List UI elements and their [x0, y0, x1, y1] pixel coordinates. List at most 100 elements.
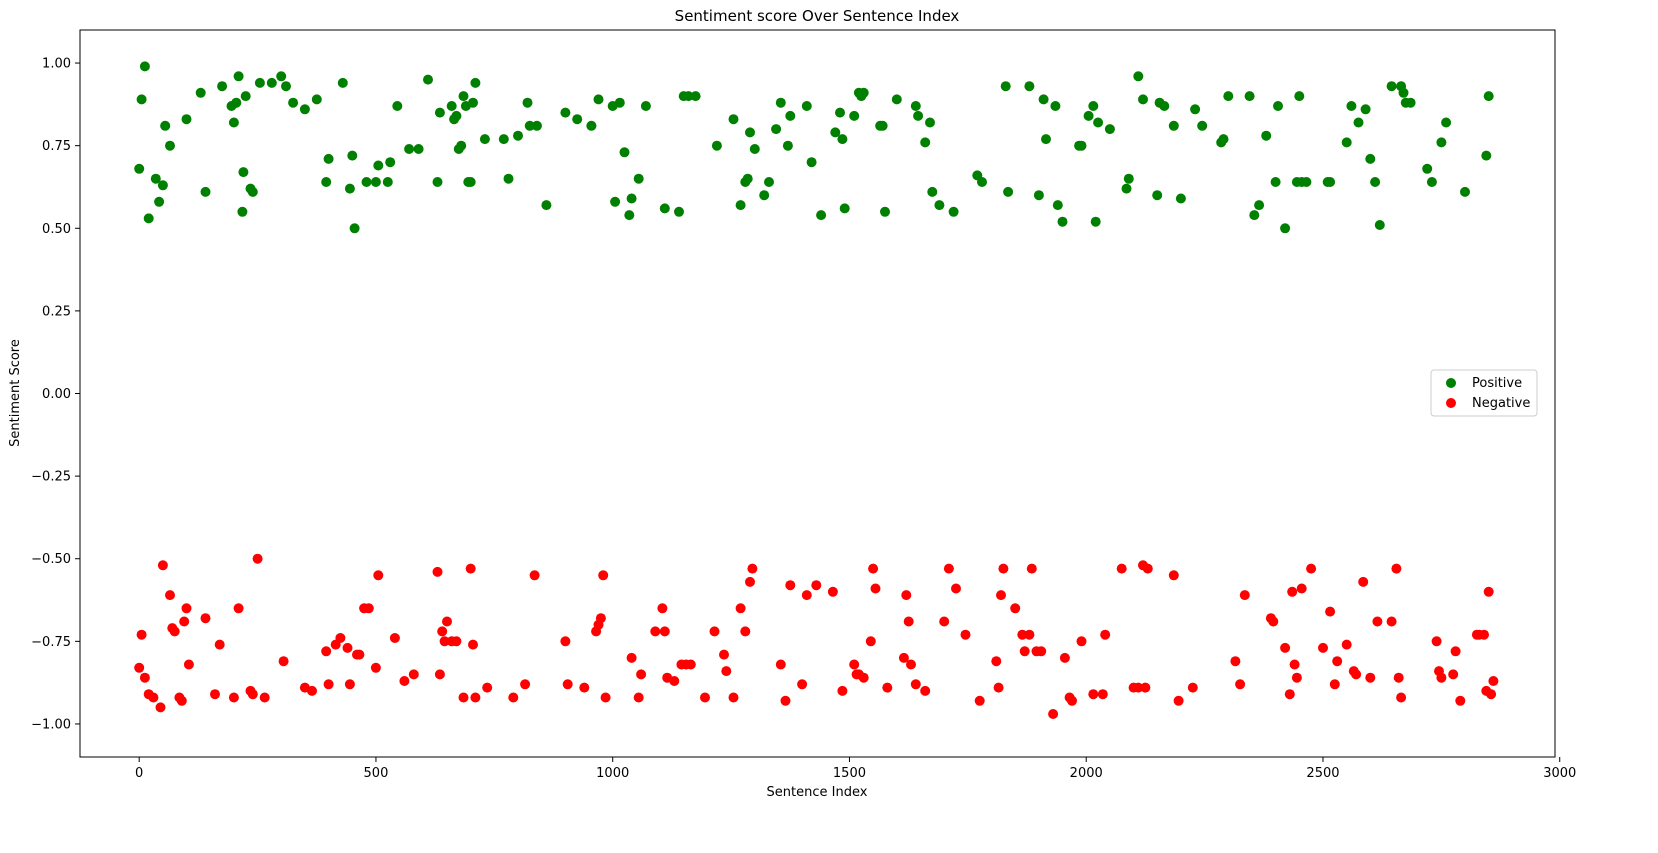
- x-tick-label: 2500: [1306, 766, 1339, 781]
- data-point-positive: [640, 101, 651, 111]
- data-point-positive: [572, 114, 583, 125]
- data-point-positive: [288, 97, 299, 108]
- data-point-positive: [683, 91, 694, 102]
- data-point-positive: [370, 177, 381, 187]
- data-point-positive: [479, 134, 490, 145]
- data-point-positive: [423, 74, 433, 85]
- data-point-negative: [259, 692, 270, 703]
- data-point-positive: [1280, 223, 1291, 234]
- series-negative: [134, 553, 1499, 719]
- data-point-positive: [404, 144, 415, 154]
- data-point-negative: [920, 685, 931, 696]
- data-point-positive: [1175, 193, 1186, 204]
- data-point-negative: [370, 662, 381, 673]
- y-tick-label: −0.25: [31, 470, 71, 485]
- data-point-positive: [1000, 81, 1011, 92]
- data-point-positive: [143, 213, 154, 224]
- data-point-positive: [806, 157, 817, 168]
- data-point-negative: [1100, 629, 1111, 640]
- data-point-negative: [780, 695, 791, 706]
- legend-label-negative: Negative: [1472, 396, 1530, 411]
- data-point-negative: [939, 616, 950, 627]
- data-point-negative: [278, 656, 289, 667]
- data-point-negative: [993, 682, 1004, 693]
- data-point-negative: [868, 563, 879, 574]
- data-point-positive: [392, 101, 403, 111]
- data-point-positive: [1301, 177, 1312, 187]
- data-point-positive: [1138, 94, 1148, 105]
- data-point-positive: [276, 71, 287, 82]
- data-point-negative: [910, 679, 921, 690]
- data-point-positive: [1294, 91, 1305, 102]
- data-point-positive: [1159, 101, 1170, 111]
- data-point-positive: [522, 97, 533, 108]
- data-point-positive: [839, 203, 850, 214]
- data-point-negative: [633, 692, 644, 703]
- data-point-positive: [233, 71, 244, 82]
- data-point-negative: [344, 679, 355, 690]
- data-point-negative: [1329, 679, 1340, 690]
- data-point-negative: [700, 692, 710, 703]
- data-point-positive: [513, 130, 523, 141]
- data-point-negative: [442, 616, 452, 627]
- data-point-positive: [1249, 210, 1260, 221]
- data-point-negative: [1483, 586, 1494, 597]
- data-point-positive: [920, 137, 931, 148]
- data-point-negative: [439, 636, 450, 647]
- data-point-positive: [165, 140, 175, 151]
- data-point-negative: [837, 685, 848, 696]
- data-point-positive: [1190, 104, 1201, 115]
- data-point-negative: [740, 626, 751, 637]
- data-point-positive: [1270, 177, 1281, 187]
- data-point-negative: [1187, 682, 1198, 693]
- data-point-positive: [254, 77, 265, 88]
- data-point-positive: [200, 186, 211, 197]
- data-point-negative: [865, 636, 876, 647]
- data-point-negative: [960, 629, 971, 640]
- data-point-negative: [1024, 629, 1035, 640]
- data-point-positive: [619, 147, 630, 158]
- data-point-negative: [1448, 669, 1459, 680]
- data-point-positive: [1033, 190, 1044, 201]
- data-point-positive: [1090, 216, 1101, 227]
- y-tick-label: 1.00: [42, 57, 71, 72]
- data-point-negative: [903, 616, 914, 627]
- data-point-positive: [311, 94, 322, 105]
- data-point-negative: [650, 626, 661, 637]
- data-point-negative: [176, 695, 187, 706]
- data-point-negative: [811, 580, 822, 591]
- data-point-positive: [749, 144, 760, 154]
- data-point-negative: [1365, 672, 1376, 683]
- data-point-negative: [943, 563, 954, 574]
- data-point-positive: [927, 186, 938, 197]
- data-point-positive: [1460, 186, 1470, 197]
- data-point-positive: [659, 203, 670, 214]
- y-tick-label: 0.00: [42, 387, 71, 402]
- data-point-negative: [735, 603, 746, 614]
- data-point-positive: [1273, 101, 1283, 111]
- data-point-negative: [157, 560, 168, 571]
- series-positive: [134, 61, 1494, 234]
- x-tick-label: 3000: [1543, 766, 1576, 781]
- data-point-positive: [337, 77, 348, 88]
- data-point-positive: [470, 77, 481, 88]
- data-point-positive: [1346, 101, 1357, 111]
- data-point-negative: [1479, 629, 1489, 640]
- data-point-negative: [598, 570, 609, 581]
- data-point-positive: [1370, 177, 1381, 187]
- data-point-negative: [998, 563, 1009, 574]
- data-point-negative: [849, 659, 860, 670]
- data-point-negative: [1386, 616, 1397, 627]
- data-point-positive: [1024, 81, 1035, 92]
- data-point-negative: [1488, 676, 1499, 686]
- data-point-positive: [154, 196, 165, 207]
- data-point-positive: [150, 173, 161, 184]
- data-point-positive: [456, 140, 467, 151]
- data-point-positive: [1422, 163, 1433, 174]
- data-point-positive: [891, 94, 902, 105]
- data-point-positive: [1244, 91, 1255, 102]
- data-point-positive: [1052, 200, 1063, 211]
- data-point-positive: [361, 177, 372, 187]
- data-point-positive: [877, 120, 888, 131]
- data-point-negative: [228, 692, 239, 703]
